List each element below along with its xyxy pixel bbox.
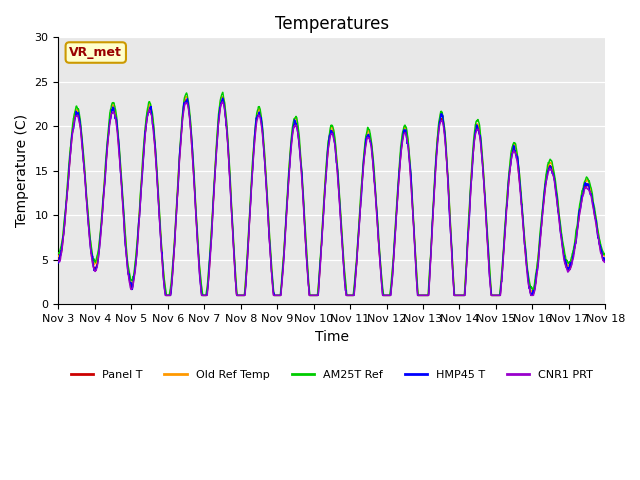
Text: VR_met: VR_met [69,46,122,59]
Legend: Panel T, Old Ref Temp, AM25T Ref, HMP45 T, CNR1 PRT: Panel T, Old Ref Temp, AM25T Ref, HMP45 … [66,365,598,384]
Title: Temperatures: Temperatures [275,15,389,33]
Y-axis label: Temperature (C): Temperature (C) [15,114,29,228]
X-axis label: Time: Time [315,330,349,344]
